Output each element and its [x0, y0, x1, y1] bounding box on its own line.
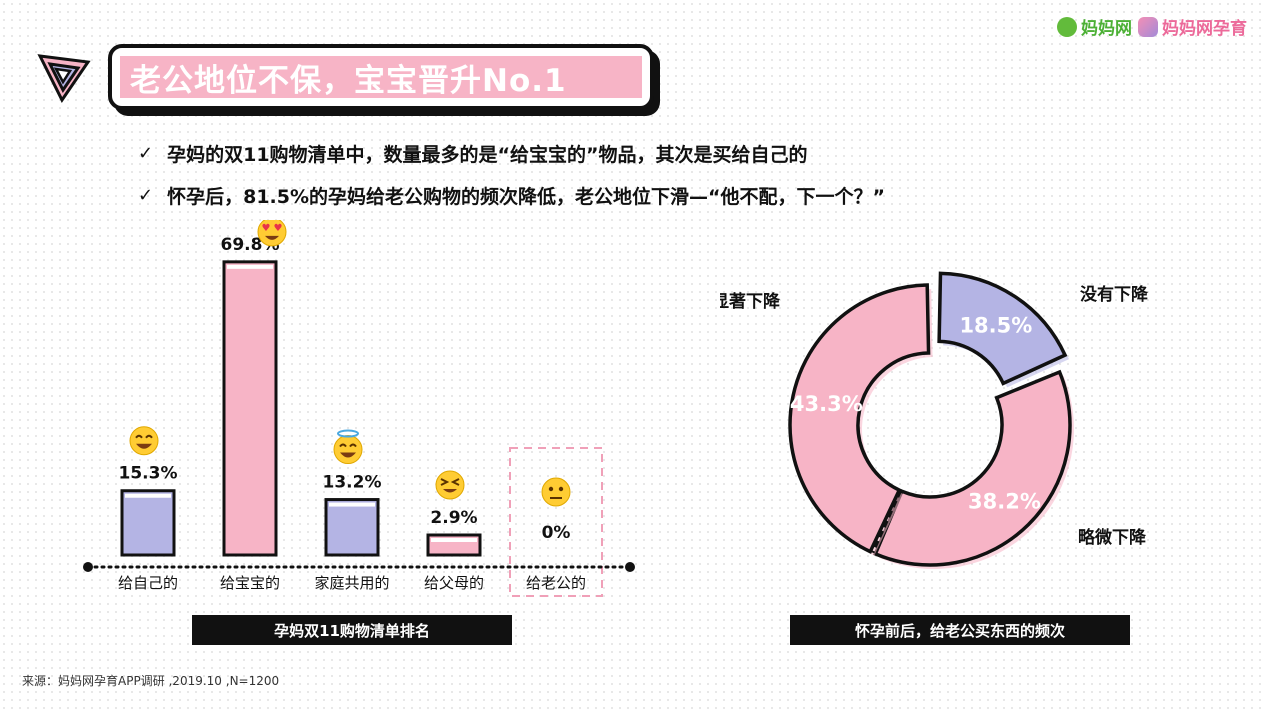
page-title: 老公地位不保，宝宝晋升No.1	[120, 56, 642, 99]
bullet-2: ✓ 怀孕后，81.5%的孕妈给老公购物的频次降低，老公地位下滑—“他不配，下一个…	[138, 182, 885, 209]
slice-1	[873, 369, 1072, 567]
bullet-text: 怀孕后，81.5%的孕妈给老公购物的频次降低，老公地位下滑—“他不配，下一个？”	[167, 186, 885, 208]
axis-endpoint	[83, 562, 93, 572]
slice-value-label: 43.3%	[790, 392, 863, 416]
brand-name-b: 妈妈网孕育	[1162, 19, 1247, 39]
brand-mamawang: 妈妈网	[1057, 14, 1132, 39]
bullet-1: ✓ 孕妈的双11购物清单中，数量最多的是“给宝宝的”物品，其次是买给自己的	[138, 140, 808, 167]
bar-highlight	[329, 502, 375, 507]
emoji-eye	[440, 478, 450, 486]
emoji-eye	[145, 434, 153, 439]
emoji-mouth	[443, 489, 457, 493]
zero-bar-dashed-box	[509, 447, 603, 597]
brand-logos: 妈妈网 妈妈网孕育	[1057, 14, 1247, 39]
donut-chart-caption: 怀孕前后，给老公买东西的频次	[790, 615, 1130, 645]
emoji-mouth	[136, 443, 152, 449]
slice-value-label: 18.5%	[959, 314, 1032, 338]
bar-1	[222, 260, 278, 557]
slice-name-label: 显著下降	[720, 291, 781, 312]
heart-eyes-emoji-icon: ♥ ♥	[257, 220, 287, 247]
x-tick-label: 给老公的	[526, 574, 586, 592]
emoji-mouth	[340, 452, 356, 458]
brand-name-a: 妈妈网	[1081, 19, 1132, 39]
x-tick-label: 给父母的	[424, 574, 484, 592]
brand-mamawang-yunyu: 妈妈网孕育	[1138, 14, 1247, 39]
squint-emoji-icon	[435, 470, 465, 500]
slice-name-label: 没有下降	[1080, 284, 1149, 305]
checkmark-icon: ✓	[138, 143, 154, 164]
title-banner: 老公地位不保，宝宝晋升No.1	[108, 44, 654, 110]
checkmark-icon: ✓	[138, 185, 154, 206]
emoji-face	[333, 435, 363, 465]
bar-chart-caption: 孕妈双11购物清单排名	[192, 615, 512, 645]
slice-value-label: 38.2%	[968, 489, 1041, 513]
logo-icon	[37, 54, 91, 103]
axis-endpoint	[625, 562, 635, 572]
x-tick-label: 给自己的	[118, 574, 178, 592]
emoji-eye	[548, 486, 554, 492]
bar-0	[120, 489, 176, 557]
emoji-face	[435, 470, 465, 500]
emoji-eye	[339, 443, 347, 448]
emoji-eye	[558, 486, 564, 492]
halo	[337, 429, 359, 438]
bullet-text: 孕妈的双11购物清单中，数量最多的是“给宝宝的”物品，其次是买给自己的	[167, 144, 808, 166]
emoji-eye	[135, 434, 143, 439]
slice-divider	[871, 490, 902, 554]
data-label: 0%	[542, 523, 571, 543]
slice-0	[937, 271, 1068, 386]
emoji-eye	[349, 443, 357, 448]
yunyu-logo-icon	[1138, 16, 1158, 37]
emoji-mouth	[265, 235, 279, 240]
emoji-eye: ♥	[262, 223, 271, 234]
mamawang-logo-icon	[1057, 16, 1077, 37]
donut-chart: 18.5% 没有下降 38.2% 略微下降 43.3% 显著下降	[720, 271, 1149, 569]
bar-highlight	[227, 264, 273, 269]
x-tick-label: 家庭共用的	[314, 574, 389, 592]
bar-highlight	[431, 538, 477, 542]
slice-2	[788, 283, 931, 554]
bar-2	[324, 498, 380, 557]
angel-emoji-icon	[333, 429, 363, 465]
neutral-emoji-icon	[541, 477, 571, 507]
data-label: 15.3%	[119, 464, 178, 484]
emoji-eye	[450, 478, 460, 486]
emoji-face	[257, 220, 287, 247]
data-label: 13.2%	[323, 473, 382, 493]
grin-emoji-icon	[129, 426, 159, 456]
source-note: 来源：妈妈网孕育APP调研 ,2019.10 ,N=1200	[22, 674, 280, 688]
emoji-face	[129, 426, 159, 456]
data-label: 2.9%	[430, 508, 477, 528]
x-tick-label: 给宝宝的	[220, 574, 280, 592]
emoji-eye: ♥	[274, 223, 283, 234]
emoji-face	[541, 477, 571, 507]
bar-highlight	[125, 493, 171, 498]
slice-name-label: 略微下降	[1078, 527, 1147, 548]
